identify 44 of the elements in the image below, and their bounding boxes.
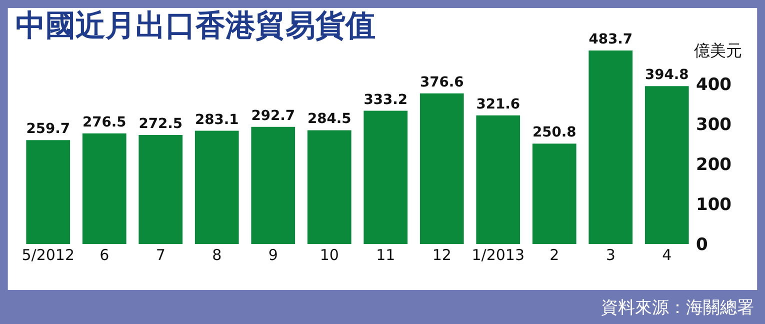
data-label: 394.8 bbox=[644, 67, 689, 84]
source-note: 資料來源：海關總署 bbox=[601, 298, 754, 318]
data-label: 250.8 bbox=[532, 124, 576, 141]
x-tick-label: 7 bbox=[156, 246, 166, 264]
y-tick-label: 300 bbox=[696, 114, 732, 135]
x-tick-label: 3 bbox=[606, 246, 616, 264]
data-label: 276.5 bbox=[82, 114, 126, 130]
x-tick-label: 2 bbox=[550, 246, 560, 264]
data-label: 483.7 bbox=[588, 32, 633, 48]
x-tick-label: 5/2012 bbox=[22, 246, 75, 264]
bar bbox=[364, 110, 408, 244]
data-label: 376.6 bbox=[420, 74, 464, 90]
bar bbox=[307, 130, 352, 244]
bar bbox=[251, 126, 296, 244]
x-tick-label: 9 bbox=[268, 246, 278, 264]
data-label: 284.5 bbox=[307, 111, 352, 128]
x-tick-label: 6 bbox=[100, 246, 110, 264]
bar bbox=[420, 93, 464, 244]
bar bbox=[476, 115, 520, 244]
bar bbox=[532, 144, 576, 244]
x-tick-label: 12 bbox=[432, 246, 452, 264]
bar bbox=[194, 130, 239, 244]
y-axis-title: 億美元 bbox=[694, 41, 742, 60]
data-label: 292.7 bbox=[251, 108, 296, 124]
x-tick-label: 8 bbox=[212, 246, 222, 264]
x-tick-label: 10 bbox=[320, 246, 339, 264]
y-tick-label: 200 bbox=[696, 154, 732, 175]
data-label: 333.2 bbox=[364, 92, 408, 108]
bar bbox=[644, 86, 689, 244]
bar bbox=[26, 140, 70, 244]
y-tick-label: 0 bbox=[696, 234, 708, 255]
data-label: 321.6 bbox=[476, 96, 520, 112]
bar bbox=[82, 133, 126, 244]
x-tick-label: 1/2013 bbox=[472, 246, 525, 264]
data-label: 272.5 bbox=[138, 116, 183, 132]
bar bbox=[138, 135, 183, 244]
bar bbox=[588, 50, 633, 244]
y-tick-label: 400 bbox=[696, 74, 732, 95]
x-tick-label: 11 bbox=[376, 246, 396, 264]
data-label: 259.7 bbox=[26, 121, 70, 138]
data-label: 283.1 bbox=[194, 112, 239, 128]
x-tick-label: 4 bbox=[662, 246, 672, 264]
chart-title: 中國近月出口香港貿易貨值 bbox=[15, 8, 376, 44]
y-tick-label: 100 bbox=[696, 194, 732, 215]
